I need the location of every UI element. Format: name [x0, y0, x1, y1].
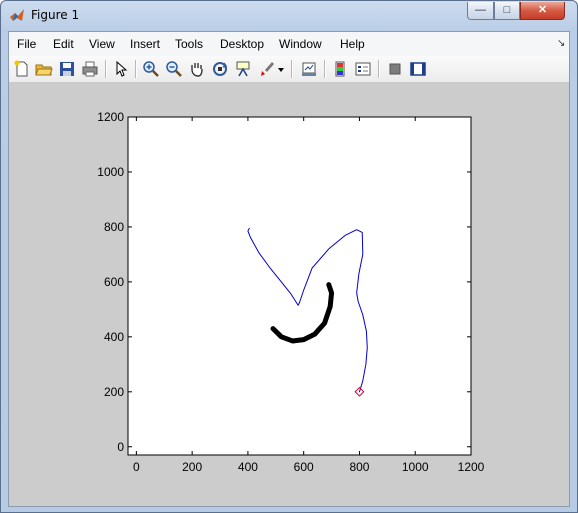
- colorbar-icon[interactable]: [331, 60, 349, 78]
- y-tick-label: 1200: [97, 110, 124, 124]
- save-icon[interactable]: [58, 60, 76, 78]
- link-plot-icon[interactable]: [300, 60, 318, 78]
- x-tick-label: 600: [294, 460, 314, 474]
- menu-window[interactable]: Window: [279, 37, 322, 51]
- x-tick-label: 1000: [402, 460, 429, 474]
- toolbar-separator: [105, 60, 107, 78]
- blue-path-line[interactable]: [247, 227, 368, 393]
- x-tick-label: 0: [133, 460, 140, 474]
- rotate-3d-icon[interactable]: [211, 60, 229, 78]
- close-button[interactable]: ✕: [520, 2, 565, 20]
- matlab-icon: [10, 9, 24, 21]
- plot-axes[interactable]: 0 200 400 600 800 1000 1200 0 200 400 600 800 1000 12…: [9, 83, 569, 506]
- minimize-button[interactable]: —: [467, 2, 494, 20]
- x-tick-label: 1200: [458, 460, 485, 474]
- menu-desktop[interactable]: Desktop: [220, 37, 265, 51]
- figure-client-area: File Edit View Insert Tools Desktop Wind…: [8, 31, 570, 507]
- x-tick-label: 200: [182, 460, 202, 474]
- menu-insert[interactable]: Insert: [130, 37, 161, 51]
- x-tick-label: 800: [349, 460, 369, 474]
- data-point-marker[interactable]: [354, 386, 365, 397]
- plot-series: [247, 227, 368, 397]
- x-tick-label: 400: [238, 460, 258, 474]
- menu-edit[interactable]: Edit: [53, 37, 74, 51]
- window-title: Figure 1: [31, 8, 80, 22]
- maximize-button[interactable]: □: [494, 2, 520, 20]
- dock-arrow-icon[interactable]: ↘: [557, 38, 566, 49]
- toolbar-separator: [324, 60, 326, 78]
- y-tick-label: 0: [117, 440, 124, 454]
- brush-dropdown-icon[interactable]: [276, 60, 286, 78]
- figure-toolbar: [9, 56, 569, 83]
- zoom-out-icon[interactable]: [165, 60, 183, 78]
- legend-icon[interactable]: [354, 60, 372, 78]
- pan-hand-icon[interactable]: [188, 60, 206, 78]
- print-icon[interactable]: [81, 60, 99, 78]
- y-tick-label: 800: [104, 220, 124, 234]
- axes-background: [127, 116, 472, 456]
- menu-view[interactable]: View: [89, 37, 115, 51]
- y-tick-label: 400: [104, 330, 124, 344]
- thick-arc-line[interactable]: [270, 282, 335, 344]
- data-cursor-icon[interactable]: [234, 60, 252, 78]
- new-figure-icon[interactable]: [13, 60, 31, 78]
- y-tick-label: 200: [104, 385, 124, 399]
- open-file-icon[interactable]: [35, 60, 53, 78]
- arrow-pointer-icon[interactable]: [112, 60, 130, 78]
- title-bar[interactable]: Figure 1 — □ ✕: [1, 1, 577, 31]
- show-plot-tools-icon[interactable]: [409, 60, 427, 78]
- y-tick-label: 1000: [97, 165, 124, 179]
- zoom-in-icon[interactable]: [142, 60, 160, 78]
- toolbar-separator: [291, 60, 293, 78]
- menu-tools[interactable]: Tools: [175, 37, 204, 51]
- toolbar-separator: [378, 60, 380, 78]
- menu-help[interactable]: Help: [340, 37, 365, 51]
- brush-icon[interactable]: [258, 60, 276, 78]
- menu-file[interactable]: File: [17, 37, 37, 51]
- figure-canvas: 0 200 400 600 800 1000 1200 0 200 400 600 800 1000 12…: [9, 83, 569, 506]
- menu-bar: File Edit View Insert Tools Desktop Wind…: [9, 32, 569, 57]
- axis-ticks: 0 200 400 600 800 1000 1200 0 200 400 600 800 1000 12…: [97, 110, 484, 474]
- toolbar-separator: [135, 60, 137, 78]
- y-tick-label: 600: [104, 275, 124, 289]
- hide-plot-tools-icon[interactable]: [386, 60, 404, 78]
